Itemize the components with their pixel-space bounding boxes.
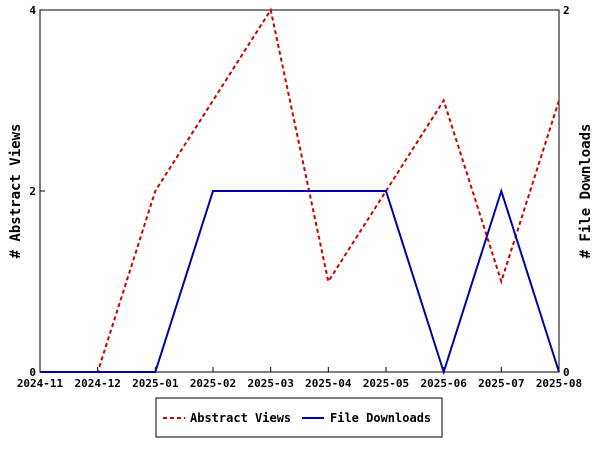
x-tick-label: 2025-05 bbox=[363, 377, 409, 390]
y2-tick-label: 0 bbox=[563, 366, 570, 379]
x-axis: 2024-11 2024-12 2025-01 2025-02 2025-03 2025-… bbox=[17, 367, 582, 390]
y-axis-title: # Abstract Views bbox=[8, 124, 24, 259]
x-tick-label: 2025-02 bbox=[190, 377, 236, 390]
series-lines bbox=[40, 7, 560, 376]
y2-tick-label: 2 bbox=[563, 4, 570, 17]
x-tick-label: 2025-01 bbox=[132, 377, 179, 390]
legend: Abstract Views File Downloads bbox=[155, 397, 443, 438]
x-tick-label: 2025-08 bbox=[536, 377, 582, 390]
x-tick-label: 2024-12 bbox=[74, 377, 120, 390]
x-tick-label: 2025-06 bbox=[420, 377, 467, 390]
legend-label-abstract-views: Abstract Views bbox=[190, 411, 291, 425]
legend-label-file-downloads: File Downloads bbox=[330, 411, 431, 425]
y2-axis-title: # File Downloads bbox=[578, 124, 594, 259]
x-tick-label: 2025-04 bbox=[305, 377, 352, 390]
legend-box bbox=[155, 397, 443, 438]
x-tick-label: 2025-07 bbox=[478, 377, 524, 390]
x-tick-label: 2025-03 bbox=[247, 377, 293, 390]
x-tick-label: 2024-11 bbox=[17, 377, 64, 390]
y-tick-label: 0 bbox=[29, 366, 36, 379]
y-tick-label: 4 bbox=[29, 4, 36, 17]
series-line-file-downloads bbox=[40, 187, 560, 376]
y-tick-label: 2 bbox=[29, 185, 36, 198]
